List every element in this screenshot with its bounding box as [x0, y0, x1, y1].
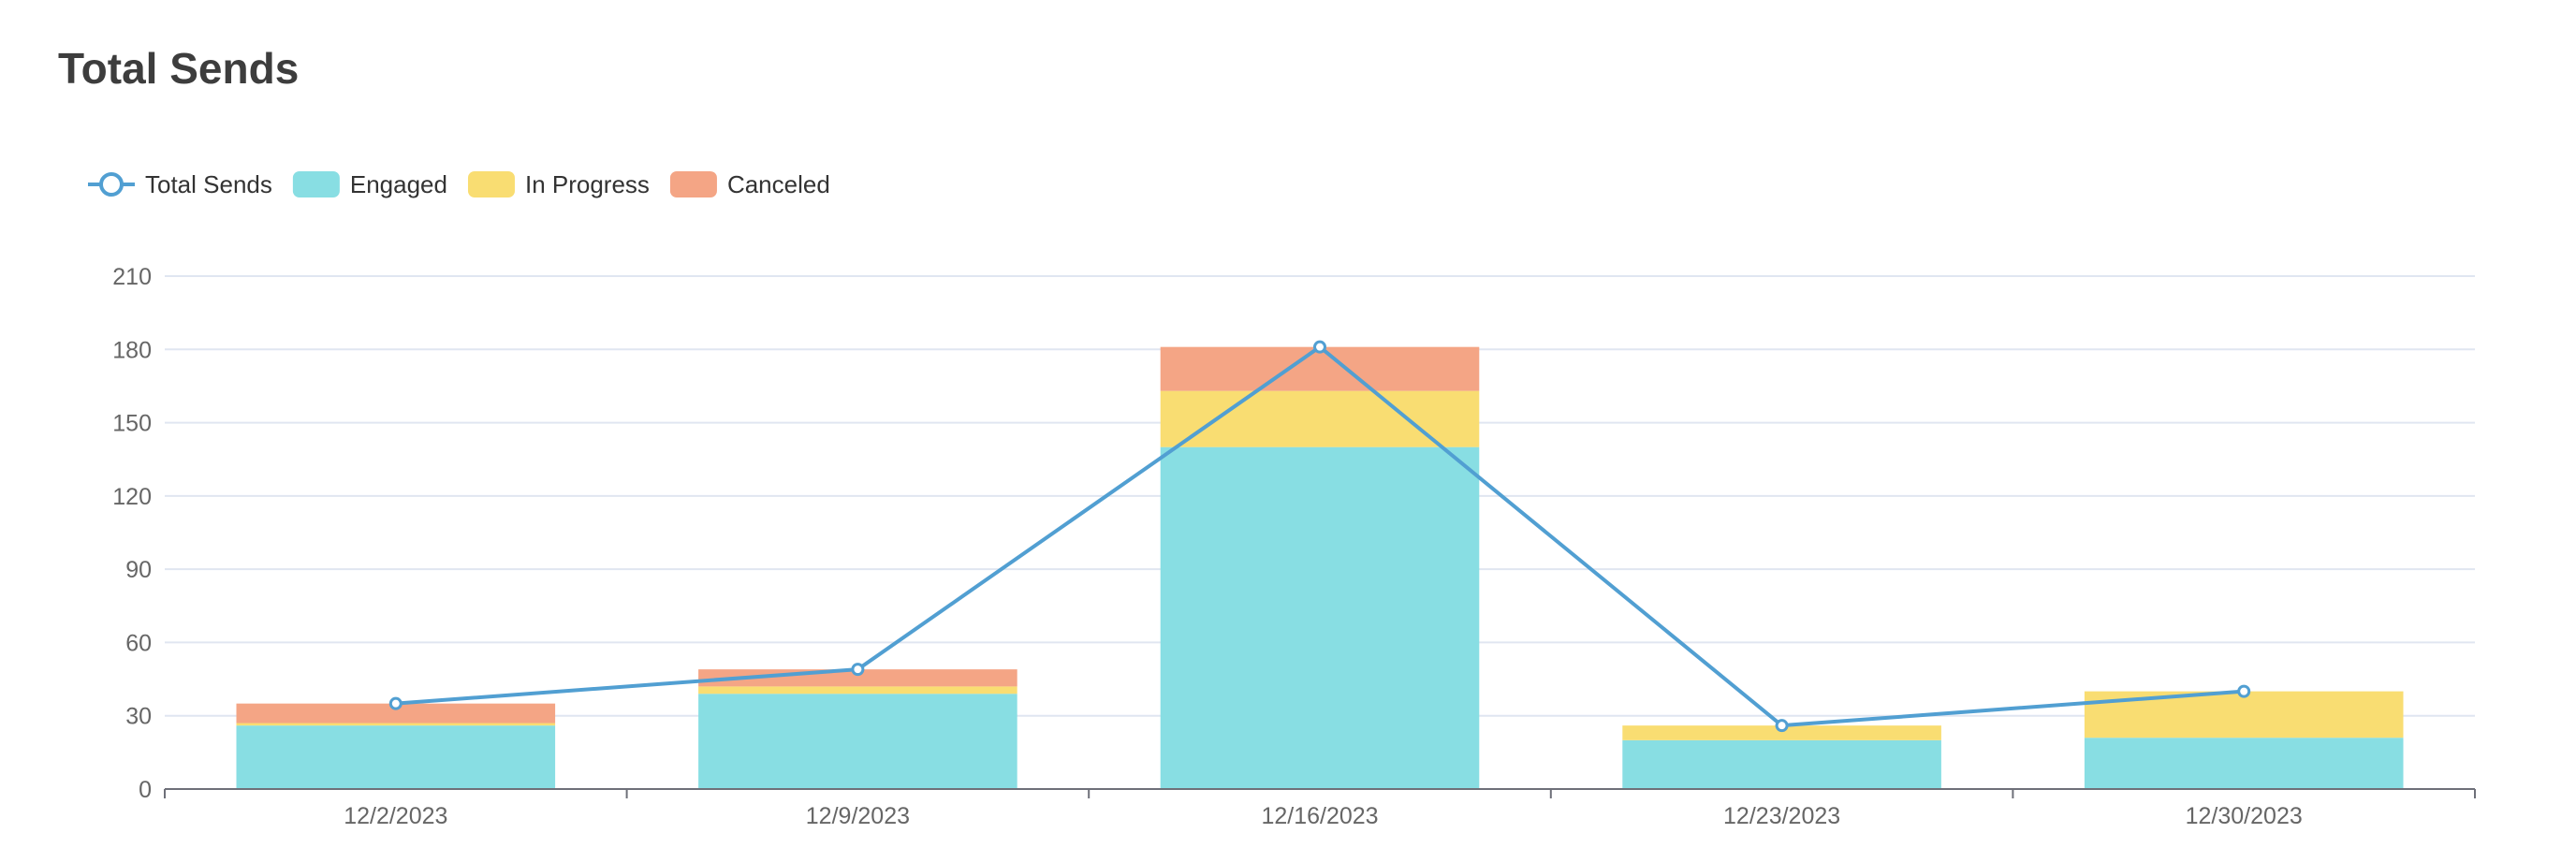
bar-engaged[interactable] [2084, 738, 2404, 789]
point-total-sends[interactable] [388, 696, 402, 710]
legend: Total Sends Engaged In Progress Canceled [88, 170, 830, 198]
bar-in-progress[interactable] [236, 723, 556, 726]
legend-swatch [669, 171, 717, 197]
legend-item-total-sends[interactable]: Total Sends [88, 170, 272, 198]
y-tick-label: 150 [112, 411, 152, 437]
y-tick-label: 210 [112, 264, 152, 290]
y-tick-label: 30 [125, 704, 152, 730]
bar-in-progress[interactable] [1622, 725, 1941, 740]
legend-swatch [467, 171, 515, 197]
bar-engaged[interactable] [236, 725, 556, 789]
x-tick-label: 12/23/2023 [1723, 803, 1840, 829]
bar-engaged[interactable] [1622, 739, 1941, 789]
x-tick-label: 12/30/2023 [2186, 803, 2303, 829]
point-total-sends[interactable] [1775, 719, 1789, 733]
bar-series [236, 346, 2404, 789]
y-tick-label: 0 [139, 777, 152, 803]
x-tick-label: 12/16/2023 [1261, 803, 1378, 829]
y-tick-label: 90 [125, 557, 152, 583]
point-total-sends[interactable] [2237, 684, 2251, 698]
legend-item-engaged[interactable]: Engaged [292, 170, 447, 198]
page-title: Total Sends [58, 44, 300, 93]
legend-label: Canceled [727, 170, 830, 198]
point-total-sends[interactable] [1313, 340, 1326, 354]
bar-canceled[interactable] [1160, 346, 1480, 391]
axes: 0 30 60 90 120 150 180 210 12/2/2023 12/9/2023 12/… [112, 264, 2476, 829]
bar-engaged[interactable] [1160, 446, 1480, 789]
x-tick-label: 12/9/2023 [806, 803, 910, 829]
y-tick-label: 120 [112, 484, 152, 510]
legend-item-canceled[interactable]: Canceled [669, 170, 830, 198]
legend-label: In Progress [525, 170, 650, 198]
bar-in-progress[interactable] [698, 686, 1017, 694]
x-tick-label: 12/2/2023 [344, 803, 447, 829]
legend-circle-marker [99, 172, 124, 197]
bar-canceled[interactable] [236, 703, 556, 724]
point-total-sends[interactable] [851, 663, 865, 677]
legend-label: Engaged [350, 170, 447, 198]
legend-item-in-progress[interactable]: In Progress [467, 170, 650, 198]
legend-swatch [292, 171, 340, 197]
bar-engaged[interactable] [698, 694, 1017, 789]
y-tick-label: 60 [125, 630, 152, 656]
legend-label: Total Sends [145, 170, 272, 198]
y-tick-label: 180 [112, 337, 152, 363]
total-sends-line-series [388, 340, 2251, 733]
